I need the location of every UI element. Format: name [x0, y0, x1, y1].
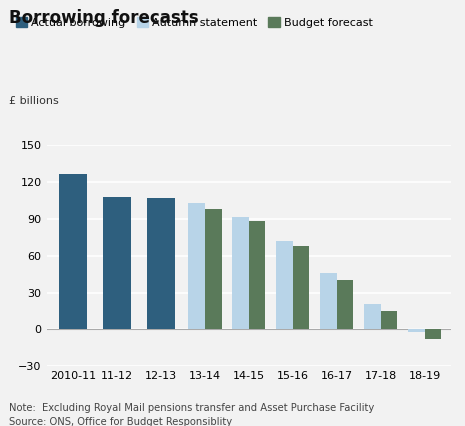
Bar — [249, 221, 266, 329]
Bar — [408, 329, 425, 332]
Bar — [337, 280, 353, 329]
Bar — [188, 203, 205, 329]
Text: £ billions: £ billions — [9, 96, 59, 106]
Bar — [320, 273, 337, 329]
Text: Borrowing forecasts: Borrowing forecasts — [9, 9, 199, 26]
Bar — [364, 304, 381, 329]
Bar — [293, 246, 310, 329]
Bar — [232, 217, 249, 329]
Bar — [381, 311, 398, 329]
Text: Source: ONS, Office for Budget Responsiblity: Source: ONS, Office for Budget Responsib… — [9, 417, 232, 426]
Bar — [425, 329, 441, 339]
Bar — [276, 241, 293, 329]
Bar — [103, 196, 131, 329]
Text: Note:  Excluding Royal Mail pensions transfer and Asset Purchase Facility: Note: Excluding Royal Mail pensions tran… — [9, 403, 374, 412]
Bar — [59, 174, 87, 329]
Legend: Actual borrowing, Autumn statement, Budget forecast: Actual borrowing, Autumn statement, Budg… — [16, 17, 373, 28]
Bar — [205, 209, 221, 329]
Bar — [146, 198, 175, 329]
